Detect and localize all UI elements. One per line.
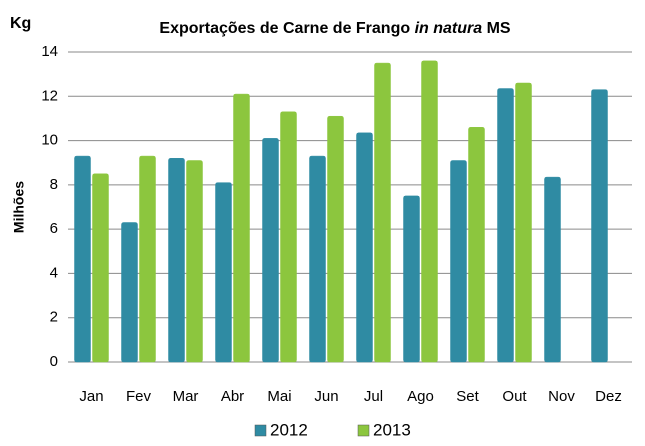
- y-tick-label: 12: [41, 87, 58, 104]
- y-axis-label: Milhões: [11, 181, 27, 233]
- y-tick-label: 0: [50, 353, 58, 370]
- x-tick-label: Fev: [126, 388, 152, 405]
- bar: [215, 182, 232, 363]
- bar: [403, 195, 420, 363]
- bar: [121, 222, 138, 363]
- x-tick-label: Mai: [267, 388, 291, 405]
- bar: [74, 155, 91, 363]
- bar: [262, 138, 279, 363]
- x-tick-label: Ago: [407, 388, 434, 405]
- bar: [591, 89, 608, 363]
- chart-title: Exportações de Carne de Frango in natura…: [159, 20, 511, 37]
- x-tick-label: Mar: [173, 388, 199, 405]
- legend-label: 2012: [270, 420, 308, 439]
- bar: [327, 115, 344, 363]
- title-part: in natura: [415, 20, 483, 37]
- bar: [497, 88, 514, 363]
- bar: [186, 160, 203, 363]
- bar: [374, 62, 391, 363]
- legend-swatch: [357, 424, 370, 437]
- title-part: Exportações de Carne de Frango: [159, 20, 414, 37]
- x-tick-label: Set: [456, 388, 479, 405]
- y-tick-label: 2: [50, 309, 58, 326]
- x-tick-label: Out: [502, 388, 527, 405]
- y-tick-label: 4: [50, 264, 58, 281]
- x-tick-label: Nov: [548, 388, 575, 405]
- x-tick-label: Jul: [364, 388, 383, 405]
- bar: [356, 132, 373, 363]
- bar: [468, 127, 485, 363]
- legend-label: 2013: [373, 420, 411, 439]
- x-tick-label: Jan: [79, 388, 103, 405]
- x-tick-label: Abr: [221, 388, 244, 405]
- unit-label: Kg: [10, 15, 31, 32]
- bar: [421, 60, 438, 363]
- x-tick-label: Jun: [314, 388, 338, 405]
- y-tick-label: 10: [41, 132, 58, 149]
- bar: [92, 173, 109, 363]
- legend-swatch: [254, 424, 267, 437]
- bar: [168, 158, 185, 363]
- bar: [450, 160, 467, 363]
- x-tick-label: Dez: [595, 388, 622, 405]
- title-part: MS: [482, 20, 511, 37]
- y-tick-label: 14: [41, 43, 58, 60]
- bar: [139, 155, 156, 363]
- bar: [233, 93, 250, 363]
- bar: [280, 111, 297, 363]
- bar: [515, 82, 532, 363]
- y-tick-label: 8: [50, 176, 58, 193]
- y-tick-label: 6: [50, 220, 58, 237]
- bar: [309, 155, 326, 363]
- bar: [544, 176, 561, 363]
